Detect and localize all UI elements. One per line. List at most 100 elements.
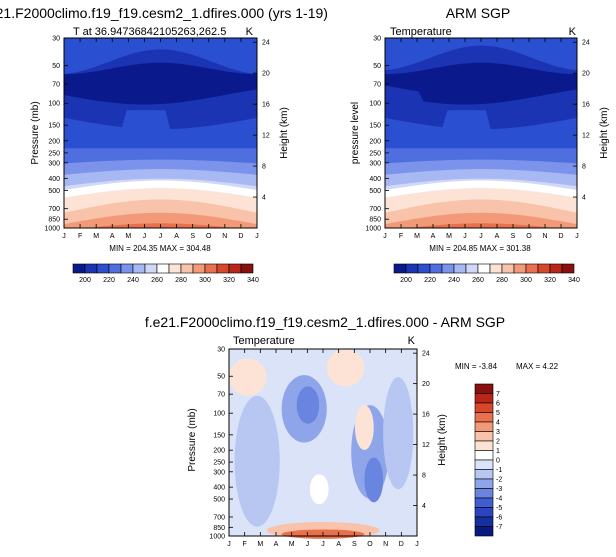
y-tick-label: 300 (369, 160, 381, 167)
x-tick-label: S (190, 233, 195, 240)
panel-model-subtitle: T at 36.94736842105263,262.5 (73, 26, 226, 38)
colorbar-box (417, 263, 431, 274)
colorbar-label: -5 (496, 505, 502, 512)
y-tick-label: 400 (48, 176, 60, 183)
height-tick-label: 20 (582, 71, 590, 78)
y-tick-label: 700 (369, 206, 381, 213)
colorbar-label: 1 (496, 448, 500, 455)
colorbar-box (180, 263, 194, 274)
panel-obs-y-label: pressure level (350, 102, 361, 164)
colorbar-label: -1 (496, 467, 502, 474)
height-tick-label: 16 (262, 102, 270, 109)
x-tick-label: A (174, 233, 179, 240)
colorbar-box (156, 263, 170, 274)
y-tick-label: 30 (217, 347, 225, 354)
y-tick-label: 200 (369, 138, 381, 145)
colorbar-label: 200 (79, 277, 91, 284)
colorbar-box (501, 263, 515, 274)
y-tick-label: 400 (369, 176, 381, 183)
x-tick-label: F (78, 233, 82, 240)
height-tick-label: 12 (422, 442, 430, 449)
panel-diff-title: f.e21.F2000climo.f19_f19.cesm2_1.dfires.… (145, 314, 505, 330)
colorbar-label: 320 (223, 277, 235, 284)
y-tick-label: 1000 (44, 226, 60, 233)
x-tick-label: O (206, 233, 212, 240)
colorbar-box (474, 402, 494, 413)
panel-diff-units: K (408, 335, 416, 347)
height-tick-label: 8 (262, 164, 266, 171)
colorbar-box (168, 263, 182, 274)
y-tick-label: 300 (213, 469, 225, 476)
x-tick-label: F (243, 541, 247, 548)
colorbar-label: -4 (496, 496, 502, 503)
colorbar-box (405, 263, 419, 274)
panel-obs: ARM SGP Temperature K J F M A M J J A S O N D J 30 50… (350, 5, 610, 284)
colorbar-label: 5 (496, 410, 500, 417)
panel-diff-height-ticks: 24 20 16 12 8 4 (413, 351, 430, 510)
colorbar-label: 4 (496, 420, 500, 427)
height-tick-label: 16 (582, 102, 590, 109)
x-tick-label: J (62, 233, 66, 240)
y-tick-label: 850 (48, 217, 60, 224)
colorbar-box (474, 488, 494, 499)
field-band (385, 62, 577, 105)
height-tick-label: 12 (262, 133, 270, 140)
height-tick-label: 24 (422, 351, 430, 358)
x-tick-label: A (495, 233, 500, 240)
x-tick-label: M (289, 541, 295, 548)
colorbar-box (96, 263, 110, 274)
x-tick-label: S (511, 233, 516, 240)
colorbar-box (474, 412, 494, 423)
colorbar-label: -2 (496, 477, 502, 484)
y-tick-label: 850 (369, 217, 381, 224)
panel-model: f.e21.F2000climo.f19_f19.cesm2_1.dfires.… (0, 5, 328, 284)
colorbar-box (489, 263, 503, 274)
colorbar-box (474, 393, 494, 404)
y-tick-label: 70 (373, 81, 381, 88)
colorbar-box (525, 263, 539, 274)
panel-diff-y-ticks: 30 50 70 100 150 200 250 300 400 500 700 850 1000 (209, 347, 233, 541)
y-tick-label: 700 (213, 514, 225, 521)
x-tick-label: N (542, 233, 547, 240)
y-tick-label: 250 (369, 150, 381, 157)
y-tick-label: 500 (213, 497, 225, 504)
colorbar-label: -7 (496, 524, 502, 531)
x-tick-label: A (431, 233, 436, 240)
field-band (64, 62, 257, 105)
colorbar-box (474, 450, 494, 461)
y-tick-label: 150 (369, 123, 381, 130)
height-tick-label: 4 (582, 195, 586, 202)
colorbar-label: 220 (424, 277, 436, 284)
x-tick-label: J (255, 233, 259, 240)
colorbar-box (453, 263, 467, 274)
colorbar-box (228, 263, 242, 274)
y-tick-label: 150 (213, 432, 225, 439)
panel-obs-y-ticks: 30 50 70 100 150 200 250 300 400 500 700 850 1000 (365, 36, 389, 233)
panel-diff-colorbar: 7 6 5 4 3 2 1 0 -1 -2 -3 -4 -5 -6 -7 (474, 383, 502, 537)
y-tick-label: 500 (48, 188, 60, 195)
colorbar-label: 3 (496, 429, 500, 436)
colorbar-box (393, 263, 407, 274)
colorbar-box (474, 516, 494, 527)
panel-diff-subtitle: Temperature (233, 335, 295, 347)
colorbar-label: -6 (496, 515, 502, 522)
x-tick-label: J (227, 541, 231, 548)
colorbar-label: 240 (127, 277, 139, 284)
field-anomaly (364, 457, 384, 503)
panel-diff-stats-max: MAX = 4.22 (516, 362, 559, 371)
panel-obs-subtitle: Temperature (390, 26, 452, 38)
colorbar-box (474, 497, 494, 508)
colorbar-box (477, 263, 491, 274)
y-tick-label: 100 (48, 101, 60, 108)
colorbar-box (537, 263, 551, 274)
panel-diff-field (229, 349, 417, 539)
panel-diff-stats-min: MIN = -3.84 (455, 362, 498, 371)
field-anomaly (234, 395, 280, 527)
y-tick-label: 400 (213, 485, 225, 492)
colorbar-box (84, 263, 98, 274)
colorbar-label: 6 (496, 401, 500, 408)
x-tick-label: S (352, 541, 357, 548)
panel-model-stats: MIN = 204.35 MAX = 304.48 (109, 244, 211, 253)
